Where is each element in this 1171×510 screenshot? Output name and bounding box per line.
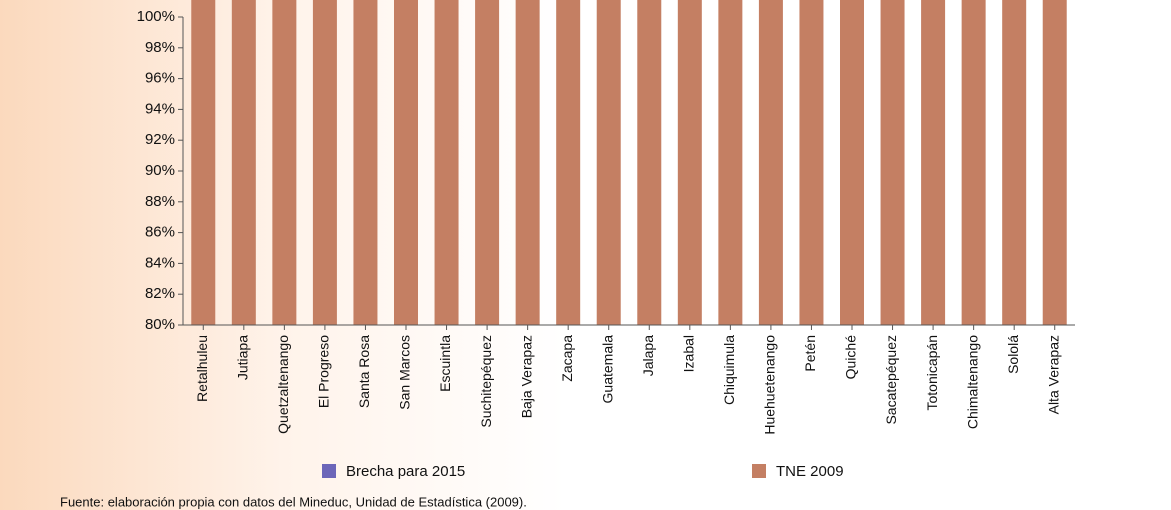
bar-segment (880, 0, 905, 325)
bar-segment (677, 0, 702, 325)
bar-segment (475, 0, 500, 325)
x-tick-label: San Marcos (397, 335, 413, 410)
source-note: Fuente: elaboración propia con datos del… (60, 494, 527, 509)
bar-segment (191, 0, 216, 325)
y-tick-label: 84% (145, 254, 175, 271)
bar-segment (434, 0, 459, 325)
y-tick-label: 100% (137, 8, 175, 25)
x-tick-label: Petén (802, 335, 818, 372)
x-tick-label: Escuintla (437, 335, 453, 392)
y-tick-label: 92% (145, 131, 175, 148)
legend-swatch (752, 464, 766, 478)
x-tick-label: Totonicapán (924, 335, 940, 411)
bar-segment (596, 0, 621, 325)
y-tick-label: 82% (145, 285, 175, 302)
x-tick-label: Chiquimula (721, 335, 737, 405)
bar-segment (1002, 0, 1027, 325)
y-tick-label: 80% (145, 316, 175, 333)
bar-segment (272, 0, 297, 325)
x-tick-label: Sacatepéquez (883, 335, 899, 425)
bar-segment (312, 0, 337, 325)
x-tick-label: Retalhuleu (194, 335, 210, 402)
x-tick-label: Suchitepéquez (478, 335, 494, 428)
bar-segment (1042, 0, 1067, 325)
bar-segment (353, 0, 378, 325)
x-tick-label: Huehuetenango (762, 335, 778, 435)
x-tick-label: Alta Verapaz (1045, 335, 1061, 414)
x-tick-label: Izabal (681, 335, 697, 372)
bar-segment (961, 0, 986, 325)
x-tick-label: El Progreso (316, 335, 332, 408)
x-tick-label: Baja Verapaz (518, 335, 534, 418)
y-tick-label: 94% (145, 100, 175, 117)
bar-segment (758, 0, 783, 325)
y-tick-label: 88% (145, 193, 175, 210)
legend-label: TNE 2009 (776, 463, 844, 480)
bar-segment (840, 0, 864, 325)
bar-segment (799, 0, 824, 325)
x-tick-label: Jalapa (640, 335, 656, 376)
x-tick-label: Guatemala (599, 335, 615, 404)
bar-segment (637, 0, 662, 325)
x-tick-label: Quetzaltenango (275, 335, 291, 434)
y-tick-label: 96% (145, 70, 175, 87)
bar-segment (718, 0, 743, 325)
x-tick-label: Zacapa (559, 335, 575, 382)
bar-segment (231, 0, 256, 325)
x-tick-label: Jutiapa (235, 335, 251, 380)
bar-segment (394, 0, 418, 325)
legend-swatch (322, 464, 336, 478)
bar-segment (921, 0, 946, 325)
x-tick-label: Chimaltenango (964, 335, 980, 429)
x-tick-label: Sololá (1005, 335, 1021, 374)
bar-segment (556, 0, 581, 325)
x-tick-label: Santa Rosa (356, 335, 372, 408)
bar-segment (515, 0, 540, 325)
y-tick-label: 98% (145, 39, 175, 56)
legend-label: Brecha para 2015 (346, 463, 465, 480)
y-tick-label: 86% (145, 224, 175, 241)
x-tick-label: Quiché (843, 335, 859, 380)
y-tick-label: 90% (145, 162, 175, 179)
